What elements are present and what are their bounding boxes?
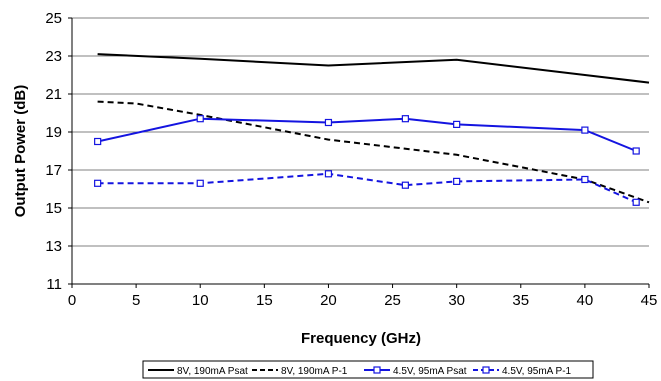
data-point [581,126,589,134]
x-axis-title: Frequency (GHz) [301,330,421,347]
data-point [453,120,461,129]
x-tick-label: 45 [641,292,658,309]
data-point [581,175,589,184]
y-tick-label: 25 [45,10,62,27]
data-point [632,198,640,206]
x-tick-label: 15 [256,292,273,309]
data-point [196,179,204,187]
data-point [196,115,204,123]
data-point [453,177,461,185]
data-point [94,179,102,187]
y-axis-title: Output Power (dB) [12,85,29,217]
series-line-2 [97,100,650,204]
x-tick-label: 25 [384,292,401,309]
y-tick-label: 21 [45,86,62,103]
x-tick-label: 5 [132,292,140,309]
series-line-4 [97,172,637,204]
data-point [401,181,409,189]
legend-marker [373,366,381,374]
data-point [324,118,333,127]
y-tick-label: 19 [45,124,62,141]
x-tick-label: 40 [577,292,594,309]
y-tick-label: 13 [45,238,62,255]
y-tick-label: 11 [46,276,62,293]
series-layer [94,53,650,206]
data-point [401,115,409,123]
y-tick-label: 23 [45,48,62,65]
data-point [94,137,102,146]
legend-marker [482,366,490,374]
series-line-1 [97,53,650,84]
legend: 8V, 190mA Psat 8V, 190mA P-1 4.5V, 95mA Ps… [142,360,594,379]
x-tick-label: 30 [448,292,465,309]
x-tick-label: 10 [192,292,209,309]
x-tick-label: 35 [512,292,529,309]
legend-label-3: 4.5V, 95mA Psat [393,366,467,377]
y-tick-label: 15 [45,200,62,217]
data-point [632,147,640,155]
x-tick-label: 0 [68,292,76,309]
legend-label-4: 4.5V, 95mA P-1 [502,366,572,377]
axes [68,17,650,288]
legend-label-2: 8V, 190mA P-1 [281,366,348,377]
series-line-3 [97,117,637,152]
gridlines [72,17,649,247]
data-point [324,170,333,178]
legend-label-1: 8V, 190mA Psat [177,366,248,377]
y-tick-label: 17 [45,162,62,179]
x-tick-label: 20 [320,292,337,309]
tick-labels: 11 13 15 17 19 21 23 25 0 5 10 15 20 25 30 35 40 45 [45,10,657,309]
